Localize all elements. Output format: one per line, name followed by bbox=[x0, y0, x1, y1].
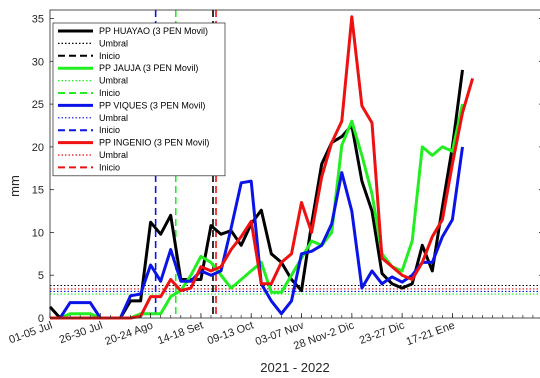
x-axis-label: 2021 - 2022 bbox=[260, 360, 329, 375]
legend-label-3: PP JAUJA (3 PEN Movil) bbox=[99, 63, 198, 73]
legend-label-5: Inicio bbox=[99, 88, 120, 98]
y-tick-label: 35 bbox=[32, 14, 44, 26]
legend-box bbox=[52, 22, 226, 177]
y-tick-label: 30 bbox=[32, 56, 44, 68]
legend-label-9: PP INGENIO (3 PEN Movil) bbox=[99, 138, 209, 148]
legend-label-2: Inicio bbox=[99, 51, 120, 61]
y-tick-label: 5 bbox=[38, 270, 44, 282]
y-tick-label: 10 bbox=[32, 227, 44, 239]
y-tick-label: 0 bbox=[38, 313, 44, 325]
legend-label-7: Umbral bbox=[99, 113, 128, 123]
legend-label-4: Umbral bbox=[99, 76, 128, 86]
plot-frame bbox=[49, 9, 540, 319]
legend-label-0: PP HUAYAO (3 PEN Movil) bbox=[99, 26, 208, 36]
legend-label-8: Inicio bbox=[99, 125, 120, 135]
legend-label-1: Umbral bbox=[99, 38, 128, 48]
legend-label-11: Inicio bbox=[99, 162, 120, 172]
legend-label-6: PP VIQUES (3 PEN Movil) bbox=[99, 100, 205, 110]
y-tick-label: 25 bbox=[32, 99, 44, 111]
y-axis-label: mm bbox=[7, 175, 22, 197]
legend-label-10: Umbral bbox=[99, 150, 128, 160]
y-tick-label: 15 bbox=[32, 185, 44, 197]
legend: PP HUAYAO (3 PEN Movil) Umbral Inicio PP JA… bbox=[52, 22, 226, 177]
y-tick-label: 20 bbox=[32, 142, 44, 154]
